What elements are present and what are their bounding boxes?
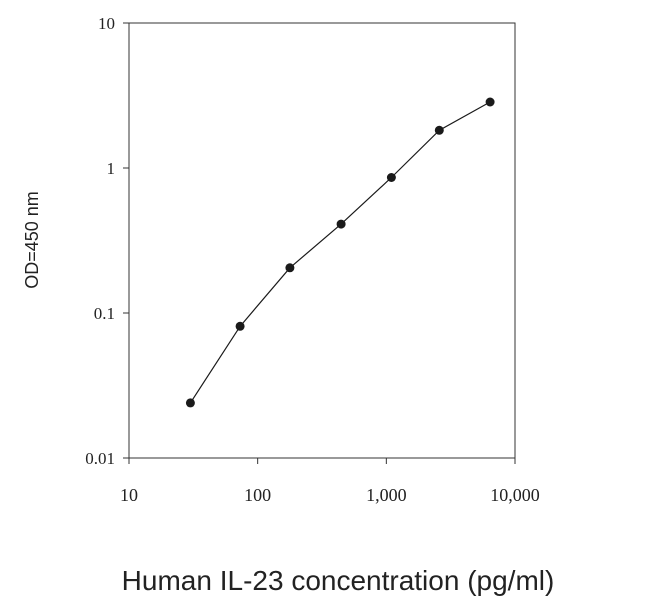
- data-point: [185, 398, 195, 408]
- x-tick-label: 10,000: [490, 485, 540, 505]
- data-point: [235, 321, 245, 331]
- y-tick-label: 0.01: [85, 449, 115, 468]
- data-point: [485, 97, 495, 107]
- x-tick-label: 10: [120, 485, 138, 505]
- data-point: [285, 263, 295, 273]
- series-line: [189, 101, 491, 404]
- y-tick-label: 0.1: [94, 304, 115, 323]
- data-point: [386, 173, 396, 182]
- data-point: [336, 219, 346, 229]
- x-tick-label: 1,000: [366, 485, 407, 505]
- data-point: [434, 125, 444, 135]
- y-tick-label: 1: [107, 159, 116, 178]
- y-axis: 0.01 0.1 1 10: [85, 14, 129, 468]
- plot-frame: [128, 22, 516, 459]
- y-axis-label: OD=450 nm: [22, 191, 42, 289]
- y-tick-label: 10: [98, 14, 115, 33]
- x-tick-label: 100: [244, 485, 271, 505]
- x-axis-label: Human IL-23 concentration (pg/ml): [122, 565, 555, 596]
- x-axis: 10 100 1,000 10,000: [120, 458, 540, 505]
- series-layer: [185, 97, 495, 408]
